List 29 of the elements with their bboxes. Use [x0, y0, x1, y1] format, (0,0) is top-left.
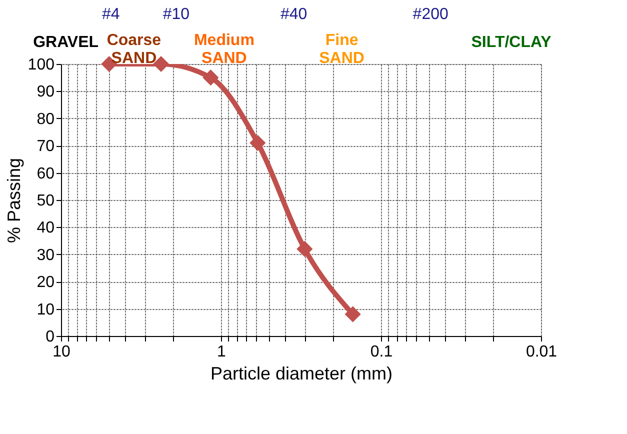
y-tick-label: 30 [36, 246, 55, 264]
point [250, 134, 266, 151]
text: #10 [162, 6, 190, 23]
point [296, 240, 313, 258]
text: GRAVEL [33, 34, 99, 51]
y-tick-label: 10 [36, 301, 55, 318]
annotation: Fine SAND [319, 32, 364, 67]
x-tick-label: 0.1 [370, 344, 393, 360]
x-tick-label: 1 [217, 344, 226, 360]
text: #40 [280, 6, 308, 23]
point [344, 306, 361, 322]
y-tick-label: 80 [36, 110, 55, 128]
y-axis-title: % Passing [4, 158, 24, 244]
text: #4 [102, 6, 120, 23]
y-tick-label: 0 [46, 328, 55, 346]
x-axis-title: Particle diameter (mm) [210, 364, 393, 384]
y-tick-label: 60 [36, 165, 55, 182]
y-tick-label: 90 [36, 84, 55, 101]
annotation: Medium SAND [194, 32, 254, 67]
x-tick-label: 0.01 [526, 344, 558, 360]
text: #200 [412, 6, 448, 23]
text: SILT/CLAY [471, 34, 552, 51]
y-tick-label: 20 [36, 274, 55, 292]
y-tick-label: 70 [36, 138, 55, 156]
y-tick-label: 50 [36, 192, 55, 210]
y-tick-label: 100 [28, 56, 55, 74]
y-tick-label: 40 [36, 220, 55, 237]
annotation: Coarse SAND [106, 32, 162, 67]
x-tick-label: 10 [52, 344, 70, 360]
